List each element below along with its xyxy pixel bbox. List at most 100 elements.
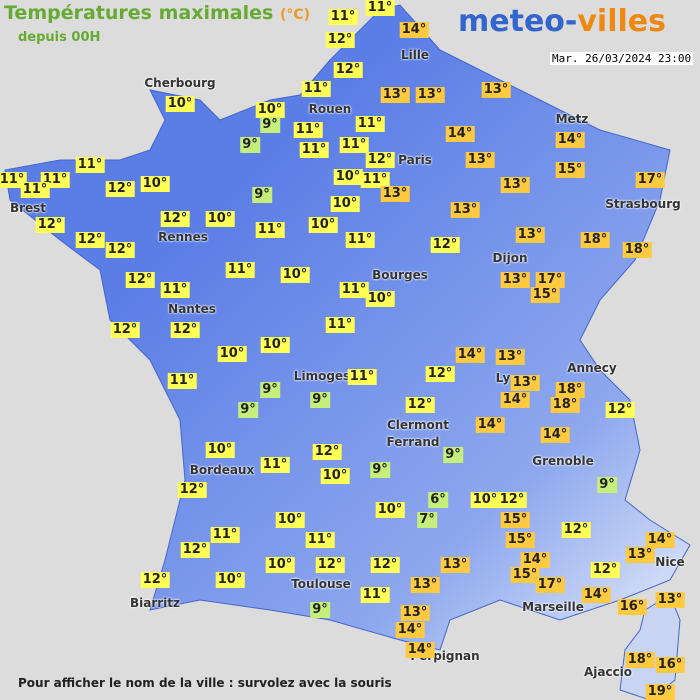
temperature-label[interactable]: 11°	[339, 282, 369, 298]
temperature-label[interactable]: 12°	[105, 181, 135, 197]
temperature-label[interactable]: 11°	[345, 232, 375, 248]
temperature-label[interactable]: 11°	[167, 373, 197, 389]
temperature-label[interactable]: 12°	[561, 522, 591, 538]
temperature-label[interactable]: 14°	[581, 587, 611, 603]
temperature-label[interactable]: 10°	[275, 512, 305, 528]
temperature-label[interactable]: 10°	[280, 267, 310, 283]
temperature-label[interactable]: 12°	[430, 237, 460, 253]
temperature-label[interactable]: 10°	[375, 502, 405, 518]
temperature-label[interactable]: 11°	[360, 172, 390, 188]
temperature-label[interactable]: 10°	[365, 291, 395, 307]
temperature-label[interactable]: 10°	[320, 468, 350, 484]
temperature-label[interactable]: 12°	[425, 366, 455, 382]
temperature-label[interactable]: 14°	[555, 132, 585, 148]
temperature-label[interactable]: 12°	[75, 232, 105, 248]
temperature-label[interactable]: 11°	[299, 142, 329, 158]
temperature-label[interactable]: 16°	[617, 599, 647, 615]
temperature-label[interactable]: 14°	[540, 427, 570, 443]
temperature-label[interactable]: 12°	[497, 492, 527, 508]
temperature-label[interactable]: 13°	[440, 557, 470, 573]
temperature-label[interactable]: 14°	[475, 417, 505, 433]
temperature-label[interactable]: 9°	[370, 462, 390, 478]
temperature-label[interactable]: 9°	[310, 392, 330, 408]
temperature-label[interactable]: 12°	[140, 572, 170, 588]
temperature-label[interactable]: 10°	[205, 442, 235, 458]
temperature-label[interactable]: 17°	[535, 272, 565, 288]
temperature-label[interactable]: 13°	[625, 547, 655, 563]
temperature-label[interactable]: 13°	[380, 87, 410, 103]
temperature-label[interactable]: 17°	[535, 577, 565, 593]
temperature-label[interactable]: 9°	[260, 117, 280, 133]
temperature-label[interactable]: 18°	[580, 232, 610, 248]
temperature-label[interactable]: 11°	[355, 116, 385, 132]
temperature-label[interactable]: 11°	[160, 282, 190, 298]
temperature-label[interactable]: 12°	[370, 557, 400, 573]
temperature-label[interactable]: 18°	[625, 652, 655, 668]
temperature-label[interactable]: 12°	[170, 322, 200, 338]
temperature-label[interactable]: 9°	[443, 447, 463, 463]
temperature-label[interactable]: 12°	[180, 542, 210, 558]
temperature-label[interactable]: 11°	[75, 157, 105, 173]
temperature-label[interactable]: 17°	[635, 172, 665, 188]
temperature-label[interactable]: 11°	[305, 532, 335, 548]
temperature-label[interactable]: 14°	[399, 22, 429, 38]
temperature-label[interactable]: 15°	[505, 532, 535, 548]
temperature-label[interactable]: 12°	[315, 557, 345, 573]
temperature-label[interactable]: 10°	[333, 169, 363, 185]
temperature-label[interactable]: 6°	[428, 492, 448, 508]
temperature-label[interactable]: 10°	[205, 211, 235, 227]
temperature-label[interactable]: 10°	[255, 102, 285, 118]
temperature-label[interactable]: 12°	[110, 322, 140, 338]
temperature-label[interactable]: 11°	[210, 527, 240, 543]
temperature-label[interactable]: 12°	[35, 217, 65, 233]
temperature-label[interactable]: 12°	[605, 402, 635, 418]
temperature-label[interactable]: 11°	[260, 457, 290, 473]
temperature-label[interactable]: 11°	[347, 369, 377, 385]
temperature-label[interactable]: 18°	[550, 397, 580, 413]
temperature-label[interactable]: 9°	[597, 477, 617, 493]
temperature-label[interactable]: 15°	[555, 162, 585, 178]
temperature-label[interactable]: 13°	[655, 592, 685, 608]
temperature-label[interactable]: 11°	[0, 172, 27, 188]
temperature-label[interactable]: 13°	[495, 349, 525, 365]
temperature-label[interactable]: 10°	[260, 337, 290, 353]
temperature-label[interactable]: 10°	[265, 557, 295, 573]
temperature-label[interactable]: 10°	[217, 346, 247, 362]
temperature-label[interactable]: 9°	[252, 187, 272, 203]
temperature-label[interactable]: 18°	[555, 382, 585, 398]
temperature-label[interactable]: 11°	[20, 182, 50, 198]
temperature-label[interactable]: 13°	[415, 87, 445, 103]
temperature-label[interactable]: 10°	[308, 217, 338, 233]
temperature-label[interactable]: 11°	[328, 9, 358, 25]
temperature-label[interactable]: 12°	[160, 211, 190, 227]
temperature-label[interactable]: 10°	[470, 492, 500, 508]
temperature-label[interactable]: 9°	[238, 402, 258, 418]
temperature-label[interactable]: 15°	[500, 512, 530, 528]
temperature-label[interactable]: 13°	[400, 605, 430, 621]
temperature-label[interactable]: 12°	[365, 152, 395, 168]
temperature-label[interactable]: 18°	[622, 242, 652, 258]
temperature-label[interactable]: 13°	[481, 82, 511, 98]
temperature-label[interactable]: 10°	[140, 176, 170, 192]
temperature-label[interactable]: 14°	[405, 642, 435, 658]
temperature-label[interactable]: 11°	[360, 587, 390, 603]
temperature-label[interactable]: 11°	[225, 262, 255, 278]
temperature-label[interactable]: 11°	[255, 222, 285, 238]
temperature-label[interactable]: 9°	[310, 602, 330, 618]
temperature-label[interactable]: 14°	[520, 552, 550, 568]
temperature-label[interactable]: 13°	[515, 227, 545, 243]
temperature-label[interactable]: 12°	[590, 562, 620, 578]
temperature-label[interactable]: 11°	[293, 122, 323, 138]
temperature-label[interactable]: 7°	[417, 512, 437, 528]
temperature-label[interactable]: 16°	[655, 657, 685, 673]
temperature-label[interactable]: 15°	[510, 567, 540, 583]
temperature-label[interactable]: 12°	[105, 242, 135, 258]
temperature-label[interactable]: 13°	[510, 375, 540, 391]
temperature-label[interactable]: 9°	[260, 382, 280, 398]
temperature-label[interactable]: 14°	[445, 126, 475, 142]
temperature-label[interactable]: 12°	[177, 482, 207, 498]
temperature-label[interactable]: 10°	[165, 96, 195, 112]
temperature-label[interactable]: 12°	[325, 32, 355, 48]
temperature-label[interactable]: 13°	[380, 186, 410, 202]
temperature-label[interactable]: 13°	[450, 202, 480, 218]
